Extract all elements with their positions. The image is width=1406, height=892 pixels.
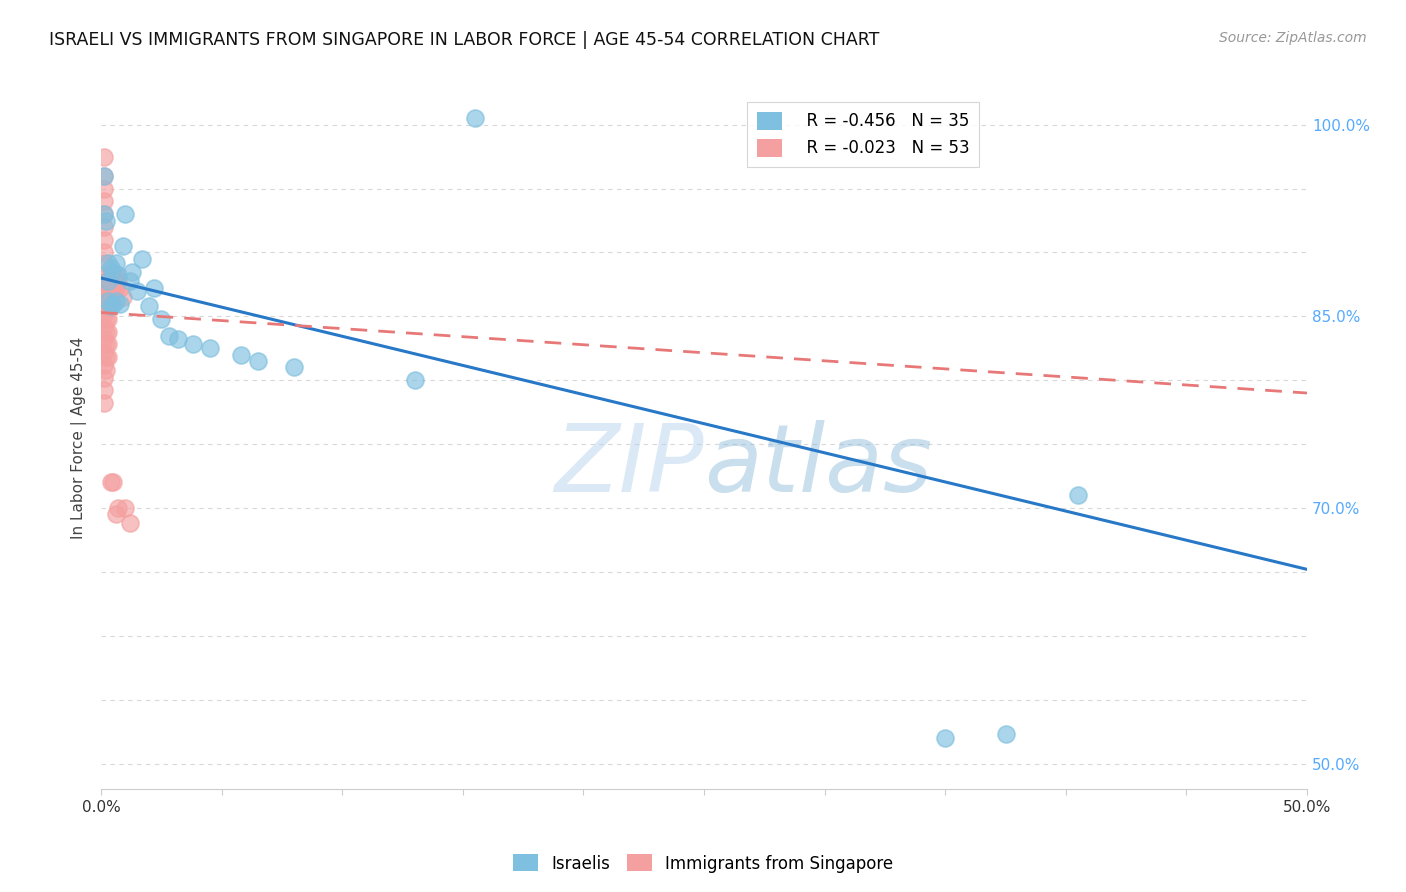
Point	[100, 260, 122, 275]
Point	[93, 194, 115, 209]
Point	[114, 501, 136, 516]
Point	[107, 268, 129, 283]
Text: ISRAELI VS IMMIGRANTS FROM SINGAPORE IN LABOR FORCE | AGE 45-54 CORRELATION CHAR: ISRAELI VS IMMIGRANTS FROM SINGAPORE IN …	[49, 31, 880, 49]
Point	[104, 508, 127, 522]
Point	[94, 351, 117, 365]
Point	[181, 337, 204, 351]
Point	[121, 265, 143, 279]
Point	[994, 727, 1017, 741]
Point	[103, 281, 125, 295]
Point	[93, 268, 115, 283]
Point	[150, 312, 173, 326]
Point	[93, 370, 115, 384]
Point	[127, 284, 149, 298]
Point	[94, 286, 117, 301]
Point	[110, 296, 132, 310]
Point	[93, 169, 115, 183]
Point	[404, 373, 426, 387]
Point	[93, 384, 115, 398]
Point	[143, 281, 166, 295]
Point	[100, 268, 122, 283]
Point	[1067, 488, 1090, 502]
Point	[94, 274, 117, 288]
Point	[94, 299, 117, 313]
Point	[93, 307, 115, 321]
Point	[93, 233, 115, 247]
Point	[94, 363, 117, 377]
Point	[97, 325, 120, 339]
Point	[93, 207, 115, 221]
Point	[120, 274, 142, 288]
Point	[131, 252, 153, 266]
Point	[103, 475, 125, 490]
Point	[107, 274, 129, 288]
Point	[104, 293, 127, 308]
Y-axis label: In Labor Force | Age 45-54: In Labor Force | Age 45-54	[72, 336, 87, 539]
Point	[198, 341, 221, 355]
Point	[94, 337, 117, 351]
Point	[103, 296, 125, 310]
Point	[107, 501, 129, 516]
Point	[97, 256, 120, 270]
Point	[94, 312, 117, 326]
Point	[97, 286, 120, 301]
Point	[103, 265, 125, 279]
Point	[93, 181, 115, 195]
Point	[94, 293, 117, 308]
Point	[100, 281, 122, 295]
Point	[138, 299, 160, 313]
Point	[93, 396, 115, 410]
Point	[97, 351, 120, 365]
Point	[104, 281, 127, 295]
Point	[93, 256, 115, 270]
Point	[93, 219, 115, 234]
Point	[94, 213, 117, 227]
Point	[104, 268, 127, 283]
Point	[97, 274, 120, 288]
Point	[97, 274, 120, 288]
Point	[246, 354, 269, 368]
Point	[93, 150, 115, 164]
Point	[120, 516, 142, 531]
Point	[93, 345, 115, 359]
Point	[93, 207, 115, 221]
Point	[283, 360, 305, 375]
Point	[104, 256, 127, 270]
Point	[97, 299, 120, 313]
Point	[93, 169, 115, 183]
Legend:   R = -0.456   N = 35,   R = -0.023   N = 53: R = -0.456 N = 35, R = -0.023 N = 53	[747, 102, 979, 168]
Point	[167, 332, 190, 346]
Text: Source: ZipAtlas.com: Source: ZipAtlas.com	[1219, 31, 1367, 45]
Point	[93, 319, 115, 334]
Point	[103, 268, 125, 283]
Point	[934, 731, 956, 745]
Point	[93, 281, 115, 295]
Point	[97, 337, 120, 351]
Point	[97, 312, 120, 326]
Point	[111, 239, 134, 253]
Point	[110, 281, 132, 295]
Point	[229, 348, 252, 362]
Point	[100, 299, 122, 313]
Point	[111, 290, 134, 304]
Point	[93, 332, 115, 346]
Point	[114, 207, 136, 221]
Point	[94, 325, 117, 339]
Point	[100, 293, 122, 308]
Point	[93, 293, 115, 308]
Text: atlas: atlas	[704, 420, 932, 511]
Point	[93, 358, 115, 372]
Legend: Israelis, Immigrants from Singapore: Israelis, Immigrants from Singapore	[506, 847, 900, 880]
Point	[157, 328, 180, 343]
Point	[93, 245, 115, 260]
Text: ZIP: ZIP	[554, 420, 704, 511]
Point	[94, 274, 117, 288]
Point	[97, 293, 120, 308]
Point	[100, 475, 122, 490]
Point	[464, 112, 486, 126]
